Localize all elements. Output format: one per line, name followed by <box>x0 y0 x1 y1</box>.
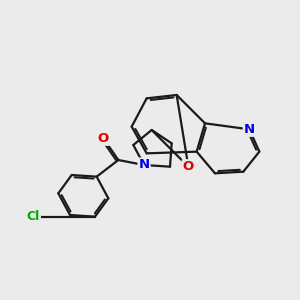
Text: O: O <box>98 132 109 145</box>
Text: Cl: Cl <box>27 210 40 223</box>
Text: O: O <box>183 160 194 173</box>
Text: N: N <box>244 123 255 136</box>
Text: N: N <box>138 158 150 172</box>
